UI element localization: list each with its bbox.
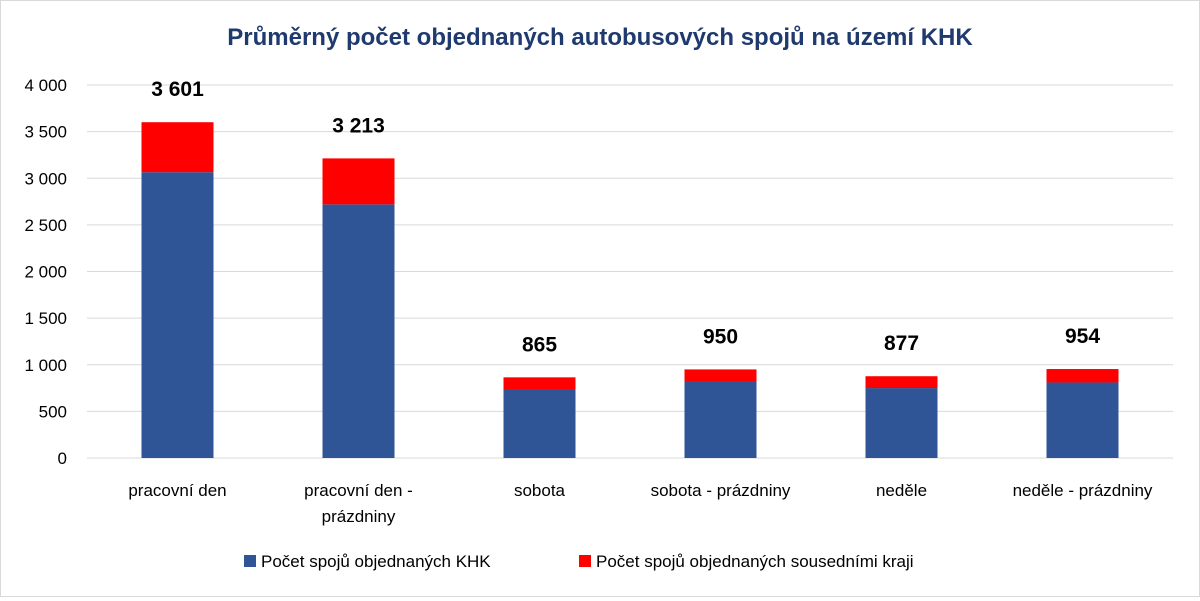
total-data-label: 865 [522, 333, 557, 356]
total-data-label: 3 213 [332, 114, 385, 137]
y-tick-label: 4 000 [24, 76, 67, 95]
x-category-label: sobota [514, 481, 566, 500]
total-data-label: 877 [884, 332, 919, 355]
x-category-label: neděle - prázdniny [1013, 481, 1153, 500]
bar-segment-khk [684, 381, 757, 458]
bar-segment-khk [141, 172, 214, 458]
bar-segment-neighbour-regions [141, 122, 214, 173]
total-data-label: 950 [703, 325, 738, 348]
y-tick-label: 2 000 [24, 263, 67, 282]
x-axis-category-labels: pracovní den pracovní den -prázdniny sobot… [128, 481, 1153, 526]
bar-segment-khk [322, 204, 395, 458]
total-labels: 3 601 3 213 865 950 877 954 [151, 78, 1100, 356]
bar-segment-neighbour-regions [1046, 369, 1119, 383]
chart-title: Průměrný počet objednaných autobusových … [227, 24, 973, 51]
gridlines [87, 84, 1173, 459]
bar-segment-neighbour-regions [322, 158, 395, 205]
legend-swatch [579, 555, 591, 567]
total-data-label: 954 [1065, 325, 1100, 348]
x-category-label: pracovní den [128, 481, 226, 500]
x-category-label: sobota - prázdniny [651, 481, 791, 500]
y-tick-label: 500 [39, 402, 67, 421]
bars [141, 122, 1119, 458]
legend: Počet spojů objednaných KHK Počet spojů o… [244, 552, 914, 571]
bar-segment-neighbour-regions [684, 369, 757, 382]
legend-label: Počet spojů objednaných KHK [261, 552, 491, 571]
y-tick-label: 3 000 [24, 169, 67, 188]
y-tick-label: 0 [58, 449, 67, 468]
x-category-label: pracovní den -prázdniny [304, 481, 413, 526]
bar-segment-khk [1046, 382, 1119, 458]
bar-segment-khk [865, 388, 938, 458]
y-tick-label: 1 500 [24, 309, 67, 328]
y-tick-label: 3 500 [24, 123, 67, 142]
y-tick-label: 1 000 [24, 356, 67, 375]
legend-swatch [244, 555, 256, 567]
y-tick-label: 2 500 [24, 216, 67, 235]
bar-segment-khk [503, 388, 576, 458]
total-data-label: 3 601 [151, 78, 204, 101]
y-axis-tick-labels: 0 500 1 000 1 500 2 000 2 500 3 000 3 500 4 000 [24, 76, 67, 468]
bar-segment-neighbour-regions [865, 376, 938, 389]
x-category-label: neděle [876, 481, 927, 500]
bar-segment-neighbour-regions [503, 377, 576, 389]
legend-label: Počet spojů objednaných sousedními kraji [596, 552, 914, 571]
